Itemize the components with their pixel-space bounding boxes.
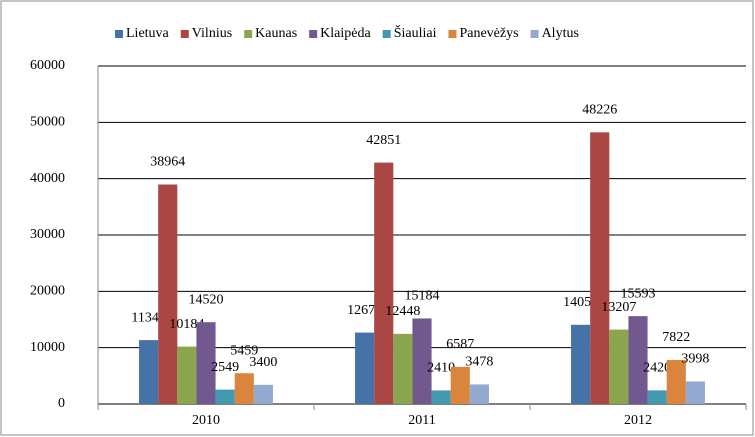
bar: [177, 346, 197, 404]
y-tick-label: 40000: [30, 171, 65, 186]
x-tick-label: 2012: [624, 413, 652, 428]
data-label: 15593: [621, 286, 656, 301]
data-label: 3998: [681, 352, 709, 367]
bar: [590, 132, 610, 404]
data-label: 15184: [405, 289, 440, 304]
legend-swatch: [180, 30, 189, 38]
data-label: 12448: [385, 304, 420, 319]
y-tick-label: 30000: [30, 227, 65, 242]
data-label: 14520: [189, 292, 224, 307]
legend-swatch: [309, 30, 318, 38]
data-label: 6587: [446, 337, 474, 352]
legend-label: Panevėžys: [459, 26, 518, 41]
bar: [647, 390, 667, 404]
data-label: 3478: [465, 355, 493, 370]
x-tick-label: 2010: [192, 413, 220, 428]
legend-label: Lietuva: [126, 26, 170, 41]
bar: [609, 329, 629, 404]
bar: [196, 322, 216, 404]
data-label: 3400: [249, 355, 277, 370]
bar: [628, 316, 648, 404]
data-label: 38964: [150, 155, 185, 170]
bar: [450, 366, 470, 404]
bar: [412, 318, 432, 404]
bar: [215, 389, 235, 404]
data-label: 14059: [563, 295, 598, 310]
data-label: 2420: [643, 361, 671, 376]
legend-label: Klaipėda: [320, 26, 371, 41]
bar: [431, 390, 451, 404]
bar: [158, 184, 178, 404]
bar: [571, 324, 591, 404]
legend-swatch: [448, 30, 457, 38]
bar: [393, 333, 413, 404]
legend-label: Šiauliai: [394, 24, 437, 41]
bar: [666, 359, 686, 404]
y-tick-label: 10000: [30, 340, 65, 355]
bar: [469, 384, 489, 404]
y-tick-label: 50000: [30, 115, 65, 130]
data-label: 42851: [366, 133, 401, 148]
data-label: 11346: [131, 310, 165, 325]
legend-swatch: [115, 30, 123, 38]
legend-swatch: [530, 30, 539, 38]
legend-label: Alytus: [542, 26, 579, 41]
data-label: 2410: [427, 361, 455, 376]
legend-label: Vilnius: [192, 26, 232, 41]
bar: [685, 381, 705, 404]
y-tick-label: 60000: [30, 58, 65, 73]
y-tick-label: 20000: [30, 284, 65, 299]
data-label: 2549: [211, 360, 239, 375]
x-tick-label: 2011: [408, 413, 435, 428]
data-label: 12678: [347, 303, 382, 318]
data-label: 5459: [230, 343, 258, 358]
data-label: 13207: [601, 300, 636, 315]
bar: [234, 373, 254, 404]
data-label: 48226: [582, 103, 617, 118]
legend-label: Kaunas: [255, 26, 297, 41]
legend-swatch: [382, 30, 391, 38]
y-tick-label: 0: [58, 396, 65, 411]
data-label: 10184: [169, 317, 204, 332]
data-label: 7822: [662, 330, 690, 345]
bar: [374, 162, 394, 404]
bar: [253, 384, 273, 404]
legend-swatch: [244, 30, 253, 38]
bar: [355, 332, 375, 404]
bar: [139, 340, 159, 404]
